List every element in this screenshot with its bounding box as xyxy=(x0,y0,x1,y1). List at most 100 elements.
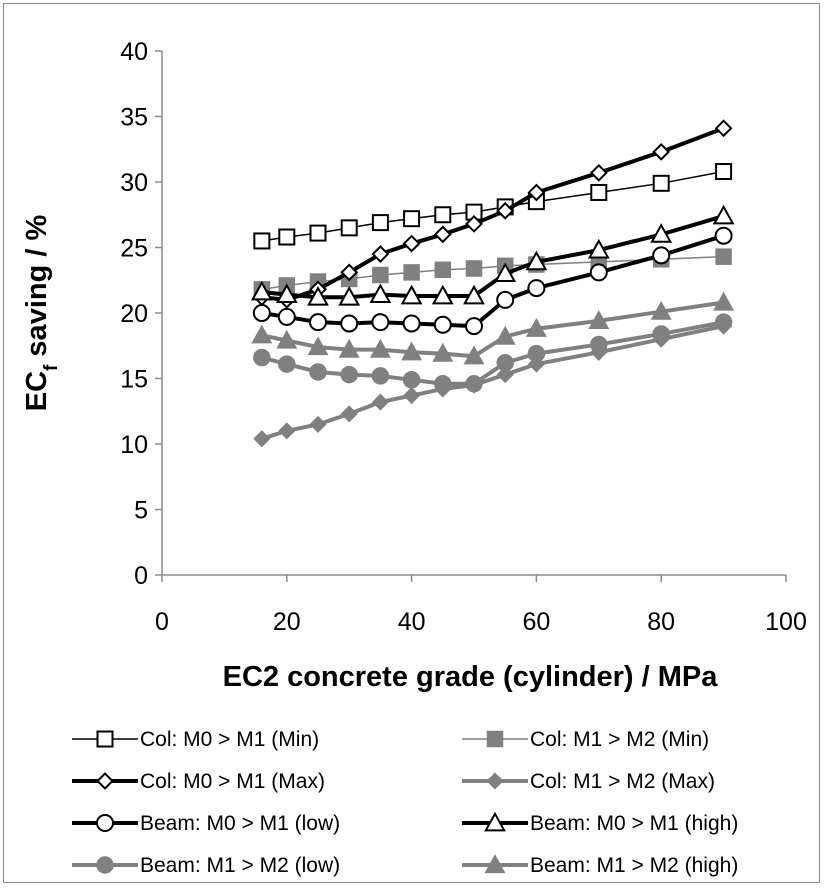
data-point xyxy=(652,246,671,265)
y-axis-title-subscript: f xyxy=(41,364,62,371)
legend-label: Beam: M0 > M1 (low) xyxy=(140,812,340,835)
data-point xyxy=(369,283,392,304)
data-point xyxy=(496,201,515,220)
data-point xyxy=(253,232,271,250)
y-tick-label: 15 xyxy=(120,366,148,394)
x-axis-title: EC2 concrete grade (cylinder) / MPa xyxy=(223,661,719,693)
legend-marker xyxy=(96,814,114,832)
y-axis-title-rest: saving / % xyxy=(21,215,53,365)
legend-item: Col: M1 > M2 (Min) xyxy=(462,728,709,751)
data-point xyxy=(307,286,329,306)
data-point xyxy=(589,263,608,282)
data-point xyxy=(252,304,271,322)
legend-item: Col: M0 > M1 (Min) xyxy=(72,728,319,751)
data-point xyxy=(434,261,452,279)
series-6 xyxy=(250,204,735,306)
data-point xyxy=(465,374,483,393)
data-point xyxy=(309,313,327,332)
data-point xyxy=(650,223,673,243)
legend-item: Beam: M1 > M2 (low) xyxy=(72,854,340,877)
y-tick-label: 25 xyxy=(120,235,148,263)
data-point xyxy=(371,214,389,232)
data-point xyxy=(403,210,421,228)
data-point xyxy=(371,313,390,332)
data-point xyxy=(309,363,327,381)
legend-marker xyxy=(96,772,114,790)
y-tick-label: 5 xyxy=(134,497,148,525)
data-point xyxy=(401,341,423,361)
data-point xyxy=(253,430,271,448)
data-point xyxy=(434,374,452,393)
x-tick-label: 60 xyxy=(522,608,550,636)
y-tick-label: 10 xyxy=(120,431,148,459)
data-point xyxy=(372,266,389,284)
data-point xyxy=(587,238,610,259)
data-point xyxy=(714,119,733,138)
data-point xyxy=(402,234,421,253)
x-axis-ticks: 0 20 40 60 80 100 xyxy=(155,575,807,636)
legend-label: Beam: M0 > M1 (high) xyxy=(530,812,738,835)
data-point xyxy=(433,225,452,244)
data-point xyxy=(340,365,358,384)
data-point xyxy=(276,329,298,349)
legend-item: Beam: M0 > M1 (low) xyxy=(72,812,340,835)
data-point xyxy=(590,183,608,201)
data-point xyxy=(715,248,732,265)
data-point xyxy=(253,348,271,367)
data-point xyxy=(494,262,517,283)
data-point xyxy=(278,355,296,373)
legend-item: Col: M1 > M2 (Max) xyxy=(462,770,715,793)
data-point xyxy=(652,142,671,161)
x-tick-label: 80 xyxy=(647,608,675,636)
data-point xyxy=(713,291,735,311)
data-point xyxy=(465,317,483,336)
data-point xyxy=(371,393,389,411)
y-axis-title-main: EC xyxy=(21,371,53,411)
data-point xyxy=(340,219,358,237)
data-point xyxy=(251,324,273,344)
data-point xyxy=(527,279,546,298)
series-line xyxy=(261,126,725,302)
data-point xyxy=(496,366,514,384)
series-layer xyxy=(250,119,735,448)
data-point xyxy=(590,335,608,354)
legend-marker xyxy=(484,854,506,874)
legend-label: Beam: M1 > M2 (low) xyxy=(140,854,340,877)
data-point xyxy=(402,371,421,389)
data-point xyxy=(400,284,423,305)
legend-item: Beam: M1 > M2 (high) xyxy=(462,854,738,877)
data-point xyxy=(371,245,390,263)
data-point xyxy=(652,325,670,343)
data-point xyxy=(652,174,670,192)
y-tick-label: 30 xyxy=(120,169,148,197)
data-point xyxy=(432,342,454,362)
data-point xyxy=(525,317,547,337)
data-point xyxy=(465,260,483,277)
data-point xyxy=(433,315,452,334)
x-tick-label: 100 xyxy=(765,608,807,636)
data-point xyxy=(403,264,420,281)
data-point xyxy=(371,367,390,385)
legend-marker xyxy=(96,730,114,748)
data-point xyxy=(277,307,296,326)
legend-item: Col: M0 > M1 (Max) xyxy=(72,770,325,793)
legend-item: Beam: M0 > M1 (high) xyxy=(462,811,738,835)
data-point xyxy=(650,300,672,320)
data-point xyxy=(714,313,733,331)
data-point xyxy=(431,284,454,305)
data-point xyxy=(278,422,296,440)
data-point xyxy=(714,226,733,245)
data-point xyxy=(527,344,546,363)
y-axis-title: ECf saving / % xyxy=(21,215,62,412)
data-point xyxy=(309,224,327,242)
data-point xyxy=(278,228,296,246)
data-point xyxy=(340,314,359,333)
data-point xyxy=(309,415,327,433)
data-point xyxy=(338,286,361,306)
legend: Col: M0 > M1 (Min) Col: M1 > M2 (Min) Col:… xyxy=(72,728,738,877)
x-tick-label: 40 xyxy=(398,608,426,636)
data-point xyxy=(465,215,483,233)
y-axis-ticks: 0 5 10 15 20 25 30 35 40 xyxy=(120,38,162,590)
data-point xyxy=(527,183,546,202)
legend-marker xyxy=(486,730,504,748)
